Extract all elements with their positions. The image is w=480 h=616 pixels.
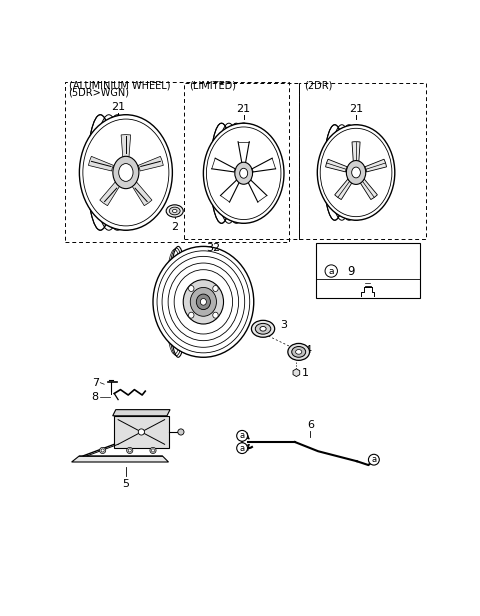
Text: 8: 8 bbox=[92, 392, 99, 402]
Text: a: a bbox=[240, 444, 245, 453]
Ellipse shape bbox=[200, 299, 206, 305]
Ellipse shape bbox=[317, 124, 395, 220]
Ellipse shape bbox=[240, 168, 248, 178]
Polygon shape bbox=[138, 156, 163, 171]
Polygon shape bbox=[113, 410, 170, 416]
Text: (2DR): (2DR) bbox=[304, 81, 333, 91]
Ellipse shape bbox=[213, 312, 218, 318]
Text: 9: 9 bbox=[347, 264, 354, 278]
Polygon shape bbox=[325, 159, 347, 172]
Ellipse shape bbox=[169, 207, 180, 215]
Ellipse shape bbox=[113, 156, 139, 188]
Ellipse shape bbox=[292, 346, 306, 357]
Ellipse shape bbox=[189, 312, 194, 318]
Circle shape bbox=[369, 455, 379, 465]
Ellipse shape bbox=[204, 123, 284, 223]
Ellipse shape bbox=[352, 167, 360, 178]
Polygon shape bbox=[100, 182, 120, 206]
Polygon shape bbox=[114, 416, 168, 448]
Circle shape bbox=[128, 449, 132, 452]
Polygon shape bbox=[132, 182, 152, 206]
Text: 6: 6 bbox=[307, 421, 314, 431]
Ellipse shape bbox=[166, 205, 183, 217]
Ellipse shape bbox=[255, 323, 271, 334]
Text: 4: 4 bbox=[305, 346, 312, 355]
Polygon shape bbox=[335, 179, 352, 200]
Ellipse shape bbox=[183, 280, 224, 324]
Ellipse shape bbox=[252, 320, 275, 337]
Circle shape bbox=[178, 429, 184, 435]
Text: 3: 3 bbox=[280, 320, 287, 330]
Text: (LIMITED): (LIMITED) bbox=[190, 81, 237, 91]
Circle shape bbox=[150, 447, 156, 453]
Circle shape bbox=[237, 431, 248, 441]
Polygon shape bbox=[352, 142, 360, 163]
Ellipse shape bbox=[189, 286, 194, 291]
Text: 7: 7 bbox=[92, 378, 99, 387]
Bar bbox=[299, 83, 426, 238]
Text: 21: 21 bbox=[111, 102, 125, 112]
Circle shape bbox=[138, 429, 144, 435]
Ellipse shape bbox=[153, 246, 254, 357]
Bar bbox=[184, 83, 299, 238]
Text: 2: 2 bbox=[171, 222, 178, 232]
Ellipse shape bbox=[347, 161, 366, 184]
Text: a: a bbox=[328, 267, 334, 275]
Ellipse shape bbox=[196, 294, 210, 310]
Ellipse shape bbox=[190, 288, 216, 316]
Ellipse shape bbox=[296, 349, 302, 354]
Ellipse shape bbox=[260, 326, 266, 331]
Text: 5: 5 bbox=[122, 479, 130, 489]
Text: 21: 21 bbox=[349, 104, 363, 114]
Text: 1: 1 bbox=[302, 368, 309, 378]
Ellipse shape bbox=[288, 343, 310, 360]
Text: a: a bbox=[372, 455, 376, 464]
Ellipse shape bbox=[79, 115, 172, 230]
Ellipse shape bbox=[172, 209, 177, 213]
Text: 21: 21 bbox=[237, 104, 251, 114]
Circle shape bbox=[101, 449, 104, 452]
Polygon shape bbox=[88, 156, 113, 171]
Ellipse shape bbox=[83, 119, 169, 226]
Polygon shape bbox=[360, 179, 377, 200]
Text: (5DR>WGN): (5DR>WGN) bbox=[69, 87, 130, 98]
Circle shape bbox=[152, 449, 155, 452]
Circle shape bbox=[99, 447, 106, 453]
Polygon shape bbox=[365, 159, 386, 172]
Text: (ALUMINIUM WHEEL): (ALUMINIUM WHEEL) bbox=[69, 81, 170, 91]
Polygon shape bbox=[72, 456, 168, 462]
Circle shape bbox=[237, 443, 248, 453]
Ellipse shape bbox=[213, 286, 218, 291]
Circle shape bbox=[127, 447, 133, 453]
Polygon shape bbox=[121, 134, 131, 158]
Bar bbox=[65, 81, 289, 241]
Circle shape bbox=[325, 265, 337, 277]
Ellipse shape bbox=[320, 128, 392, 217]
Ellipse shape bbox=[206, 127, 281, 219]
Text: a: a bbox=[240, 431, 245, 440]
Ellipse shape bbox=[235, 162, 252, 184]
Bar bbox=[316, 243, 420, 298]
Ellipse shape bbox=[119, 164, 133, 181]
Text: 32: 32 bbox=[206, 243, 220, 253]
